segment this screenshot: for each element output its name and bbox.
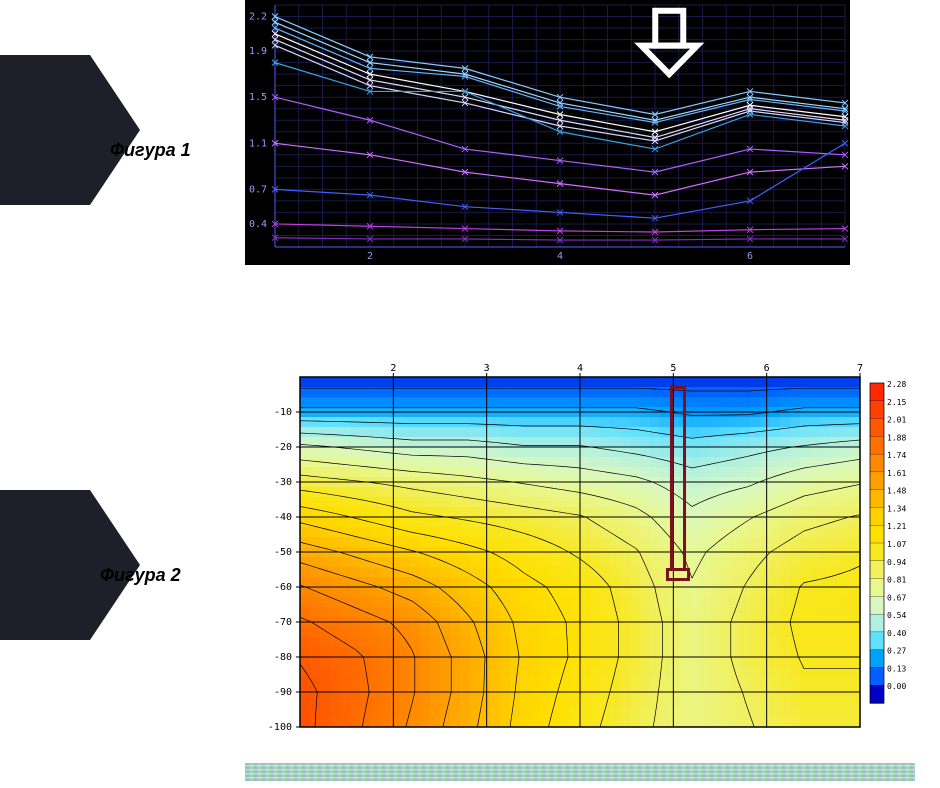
figure-1-label: Фигура 1 [110,140,191,161]
figure-1-chart: 0.4 0.7 1.1 1.5 1.9 2.2 2 4 6 [245,0,850,265]
svg-text:1.34: 1.34 [887,504,906,513]
svg-text:0.81: 0.81 [887,576,906,585]
svg-text:1.21: 1.21 [887,522,906,531]
svg-text:-90: -90 [274,687,292,698]
svg-text:6: 6 [747,251,753,262]
svg-text:0.7: 0.7 [249,184,267,195]
svg-text:2: 2 [390,363,396,374]
svg-text:-40: -40 [274,512,292,523]
svg-text:1.9: 1.9 [249,46,267,57]
heatmap-svg: 2 3 4 5 6 7 -10 -20 -30 -40 -50 -60 -70 -80 -90 -100 2.… [245,355,935,735]
svg-text:0.94: 0.94 [887,558,906,567]
noise-strip [245,763,915,781]
svg-text:-10: -10 [274,407,292,418]
svg-text:4: 4 [577,363,583,374]
svg-text:0.00: 0.00 [887,682,906,691]
arrow-down-icon [641,11,697,74]
svg-text:5: 5 [670,363,676,374]
svg-text:-70: -70 [274,617,292,628]
svg-text:2.2: 2.2 [249,12,267,23]
svg-text:-50: -50 [274,547,292,558]
svg-text:1.61: 1.61 [887,469,906,478]
svg-text:7: 7 [857,363,863,374]
svg-text:0.4: 0.4 [249,219,267,230]
svg-text:0.13: 0.13 [887,664,906,673]
svg-text:1.74: 1.74 [887,451,906,460]
svg-text:2.28: 2.28 [887,380,906,389]
svg-text:1.5: 1.5 [249,92,267,103]
svg-text:1.48: 1.48 [887,487,906,496]
svg-text:-30: -30 [274,477,292,488]
svg-text:1.07: 1.07 [887,540,906,549]
svg-text:4: 4 [557,251,563,262]
chevron-2 [0,490,90,640]
figure-2-heatmap: 2 3 4 5 6 7 -10 -20 -30 -40 -50 -60 -70 -80 -90 -100 2.… [245,355,935,735]
svg-text:0.67: 0.67 [887,593,906,602]
svg-text:0.27: 0.27 [887,647,906,656]
svg-text:1.88: 1.88 [887,433,906,442]
svg-text:0.54: 0.54 [887,611,906,620]
line-chart-svg: 0.4 0.7 1.1 1.5 1.9 2.2 2 4 6 [245,0,850,265]
chevron-1 [0,55,90,205]
svg-text:-60: -60 [274,582,292,593]
svg-text:-80: -80 [274,652,292,663]
svg-text:3: 3 [484,363,490,374]
svg-text:0.40: 0.40 [887,629,906,638]
svg-text:1.1: 1.1 [249,138,267,149]
svg-text:-100: -100 [268,722,292,733]
svg-text:2: 2 [367,251,373,262]
figure-2-label: Фигура 2 [100,565,181,586]
svg-text:2.01: 2.01 [887,416,906,425]
svg-text:2.15: 2.15 [887,398,906,407]
svg-text:-20: -20 [274,442,292,453]
svg-text:6: 6 [764,363,770,374]
